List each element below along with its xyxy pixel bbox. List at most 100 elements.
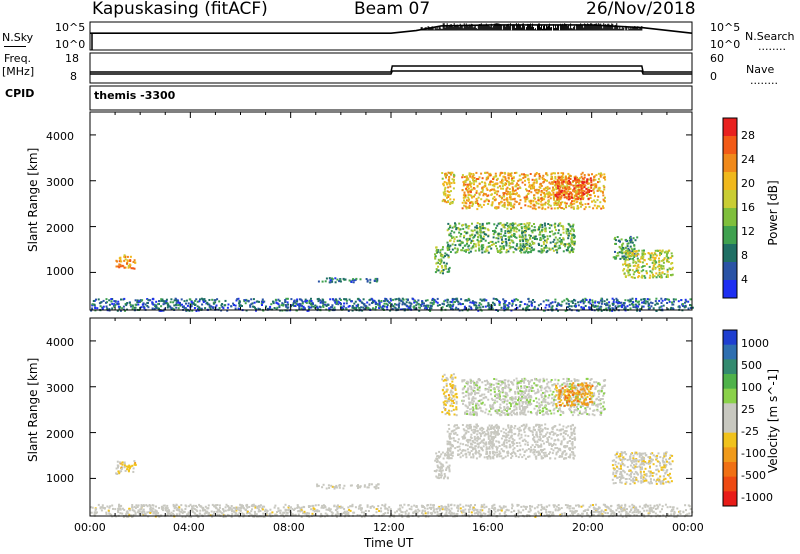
- velocity-cell: [223, 514, 226, 517]
- power-cell: [198, 300, 201, 303]
- power-cell: [363, 303, 366, 306]
- power-cell: [413, 306, 415, 309]
- power-cell: [499, 172, 502, 175]
- velocity-cell: [618, 507, 621, 510]
- power-cell: [636, 307, 639, 310]
- power-cell: [527, 205, 530, 208]
- power-cell: [501, 185, 504, 188]
- power-cell: [487, 242, 490, 244]
- power-cell: [522, 231, 525, 234]
- power-cell: [533, 301, 536, 303]
- power-cell: [589, 298, 591, 301]
- power-cell: [448, 191, 451, 194]
- power-cell: [319, 301, 322, 304]
- power-cell: [512, 180, 515, 182]
- power-cell: [492, 176, 495, 179]
- power-cell: [616, 236, 619, 238]
- power-cell: [127, 265, 130, 267]
- velocity-cell: [682, 511, 685, 514]
- power-cell: [546, 188, 549, 191]
- power-cell: [362, 306, 365, 309]
- velocity-cell: [213, 505, 216, 508]
- power-cell: [681, 303, 684, 305]
- power-cell: [334, 281, 337, 284]
- power-cell: [487, 229, 490, 232]
- power-cell: [587, 186, 590, 189]
- power-cell: [666, 298, 669, 301]
- power-cell: [555, 183, 557, 186]
- power-cell: [529, 234, 532, 237]
- power-cell: [123, 297, 126, 300]
- velocity-cell: [129, 514, 132, 517]
- power-cell: [555, 245, 558, 248]
- velocity-cell: [537, 504, 540, 507]
- power-cell: [631, 302, 634, 305]
- power-cell: [560, 179, 563, 182]
- power-cell: [554, 193, 557, 196]
- power-cell: [640, 266, 643, 269]
- power-cell: [669, 308, 672, 311]
- power-cell: [637, 266, 640, 269]
- velocity-cell: [601, 514, 604, 517]
- power-cell: [505, 243, 508, 246]
- power-cell: [645, 270, 648, 273]
- power-cell: [563, 191, 566, 194]
- power-cell: [470, 229, 473, 232]
- power-cell: [635, 269, 638, 272]
- power-cell: [546, 185, 549, 188]
- power-cell: [372, 301, 375, 304]
- power-cell: [560, 242, 563, 245]
- power-cell: [643, 298, 646, 300]
- velocity-colorbar-tick: 100: [741, 381, 762, 394]
- velocity-cell: [388, 506, 391, 509]
- power-cell: [602, 207, 605, 209]
- power-cell: [528, 222, 531, 225]
- velocity-cell: [141, 505, 144, 507]
- power-cell: [486, 171, 489, 174]
- velocity-cell: [654, 508, 657, 510]
- power-cell: [373, 300, 376, 303]
- power-cell: [532, 299, 535, 301]
- power-cell: [560, 203, 562, 206]
- power-cell: [567, 222, 570, 225]
- power-cell: [175, 302, 178, 305]
- power-cell: [339, 305, 342, 308]
- power-cell: [196, 300, 199, 303]
- power-cell: [448, 183, 451, 186]
- power-cell: [567, 249, 569, 252]
- velocity-cell: [132, 467, 135, 470]
- power-cell: [522, 240, 525, 243]
- power-cell: [517, 184, 520, 187]
- velocity-cell: [546, 514, 549, 517]
- power-cell: [452, 187, 455, 190]
- velocity-cell: [415, 511, 418, 514]
- power-cell: [250, 303, 253, 306]
- velocity-cell: [581, 515, 584, 518]
- power-cell: [449, 226, 451, 229]
- power-cell: [557, 181, 560, 184]
- power-cell: [540, 190, 543, 192]
- power-cell: [452, 175, 455, 178]
- power-cell: [653, 252, 656, 255]
- power-cell: [366, 279, 369, 282]
- power-cell: [541, 226, 544, 229]
- velocity-cell: [116, 460, 119, 463]
- velocity-cell: [282, 506, 285, 509]
- power-cell: [665, 255, 668, 258]
- velocity-cell: [277, 507, 280, 510]
- velocity-cell: [597, 511, 600, 514]
- power-cell: [663, 258, 666, 261]
- power-cell: [355, 277, 358, 280]
- power-cell: [378, 301, 381, 304]
- power-cell: [446, 190, 449, 193]
- power-cell: [449, 224, 452, 227]
- power-cell: [558, 304, 561, 307]
- power-cell: [374, 277, 377, 280]
- power-cell: [514, 247, 517, 250]
- power-cell: [570, 300, 573, 303]
- power-cell: [639, 260, 642, 263]
- power-cell: [591, 299, 594, 302]
- power-cell: [161, 298, 164, 301]
- power-cell: [564, 193, 567, 196]
- power-colorbar-tick: 20: [741, 177, 755, 190]
